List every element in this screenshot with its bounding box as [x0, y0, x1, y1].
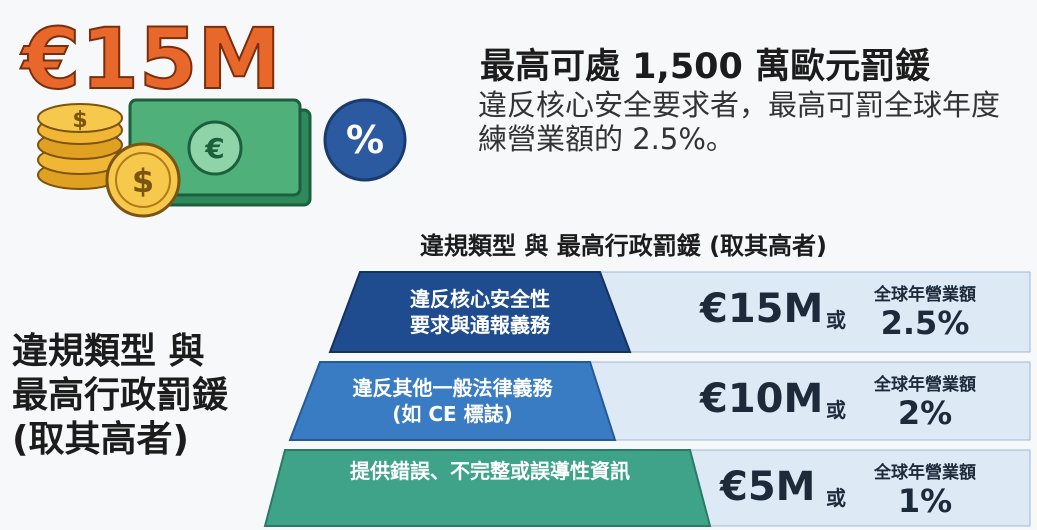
or: 或 — [826, 486, 846, 510]
tier — [288, 361, 617, 441]
side-label-line: 違規類型 與 — [12, 331, 205, 372]
coin-stack: $ — [37, 103, 123, 190]
fine-amount: €15M — [700, 286, 824, 332]
violation: 違反核心安全性 要求與通報義務 — [340, 272, 620, 352]
percent: 1% — [897, 482, 953, 520]
panel — [689, 449, 1031, 527]
panel — [589, 271, 1031, 353]
or: 或 — [826, 308, 846, 332]
or: 或 — [826, 398, 846, 422]
tier — [263, 449, 712, 527]
euro-sign: € — [204, 132, 224, 165]
side-label-line: (取其高者) — [12, 419, 189, 460]
basis: 全球年營業額 — [874, 375, 976, 395]
banknote-seal — [187, 120, 243, 176]
basis: 全球年營業額 — [874, 463, 976, 483]
fine-amount: €5M — [720, 464, 816, 510]
fine-amount: €10M — [700, 376, 824, 422]
violation-line: 違反其他一般法律義務 — [352, 376, 553, 400]
percent-icon: % — [345, 118, 385, 162]
table-heading: 違規類型 與 最高行政罰鍰 (取其高者) — [420, 232, 828, 260]
violation: 提供錯誤、不完整或誤導性資訊 — [280, 450, 700, 526]
violation-line: (如 CE 標誌) — [392, 402, 513, 426]
panel — [579, 361, 1031, 441]
description: 違反核心安全要求者，最高可罰全球年度練營業額的 2.5%。 — [478, 88, 1001, 156]
svg-text:$: $ — [72, 108, 87, 133]
violation-line: 違反核心安全性 — [410, 287, 550, 311]
dollar-sign: $ — [132, 162, 154, 200]
violation-line: 提供錯誤、不完整或誤導性資訊 — [350, 459, 630, 483]
percent: 2.5% — [880, 304, 970, 342]
title: 最高可處 1,500 萬歐元罰鍰 — [480, 47, 931, 87]
tier — [328, 271, 632, 353]
basis: 全球年營業額 — [874, 285, 976, 305]
percent: 2% — [897, 394, 953, 432]
side-label-line: 最高行政罰鍰 — [12, 375, 229, 416]
big-amount: €15M — [21, 9, 282, 109]
side-label: 違規類型 與最高行政罰鍰 (取其高者) — [12, 330, 228, 462]
violation: 違反其他一般法律義務 (如 CE 標誌) — [300, 362, 605, 440]
coin — [105, 142, 181, 218]
violation-line: 要求與通報義務 — [410, 313, 550, 337]
coin-ring — [115, 152, 171, 208]
percent-badge — [323, 98, 407, 182]
